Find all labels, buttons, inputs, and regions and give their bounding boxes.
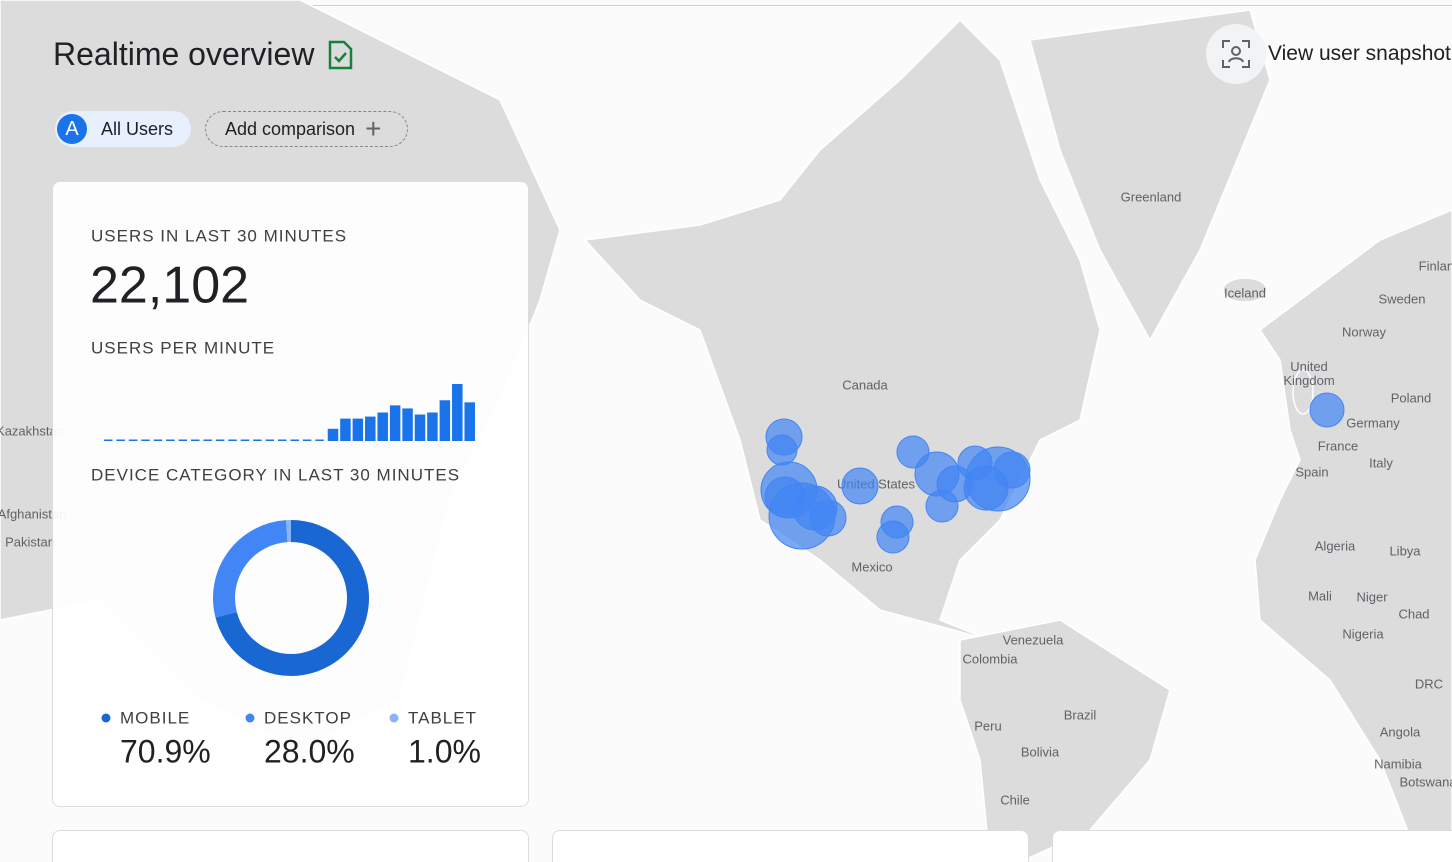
- bar: [315, 439, 324, 441]
- card: [52, 830, 529, 862]
- bar: [452, 384, 463, 441]
- bar: [228, 439, 237, 441]
- legend-label: TABLET: [408, 708, 477, 727]
- map-label: Iceland: [1224, 285, 1266, 300]
- bar: [253, 439, 262, 441]
- map-label: Sweden: [1379, 291, 1426, 306]
- segment-badge: A: [57, 114, 87, 144]
- bar: [365, 416, 376, 441]
- bar: [402, 408, 413, 441]
- bar: [191, 439, 200, 441]
- map-label: Nigeria: [1342, 626, 1384, 641]
- bar: [464, 402, 475, 441]
- legend-dot: [389, 713, 399, 723]
- bar: [104, 439, 113, 441]
- bar: [352, 418, 364, 441]
- map-label: Venezuela: [1003, 632, 1064, 647]
- map-label: Chile: [1000, 792, 1030, 807]
- verified-icon: [329, 40, 353, 69]
- add-comparison[interactable]: Add comparison +: [205, 111, 408, 147]
- map-label: Angola: [1380, 724, 1421, 739]
- legend-value: 28.0%: [264, 733, 355, 769]
- segment-chip[interactable]: A All Users: [55, 111, 191, 147]
- map-label: France: [1318, 438, 1358, 453]
- legend-dot: [101, 713, 111, 723]
- users-value: 22,102: [90, 257, 249, 315]
- map-label: Mexico: [851, 559, 892, 574]
- map-label: Pakistan: [5, 534, 55, 549]
- bar: [116, 439, 125, 441]
- bar: [166, 439, 175, 441]
- realtime-card: USERS IN LAST 30 MINUTES 22,102 USERS PE…: [52, 181, 529, 807]
- header: Realtime overview: [53, 36, 354, 73]
- bar: [278, 439, 287, 441]
- map-label: Kazakhstan: [0, 423, 64, 438]
- map-label: DRC: [1415, 676, 1443, 691]
- snapshot-label: View user snapshot: [1268, 42, 1451, 65]
- bar: [153, 439, 163, 441]
- bar: [203, 439, 212, 441]
- snapshot-button[interactable]: View user snapshot: [1206, 24, 1451, 84]
- map-label: Botswana: [1399, 774, 1452, 789]
- location-bubbles: [760, 392, 1345, 554]
- map-label: Germany: [1346, 415, 1400, 430]
- map-label: Greenland: [1121, 189, 1182, 204]
- add-comparison-label: Add comparison: [225, 118, 356, 139]
- per-minute-title: USERS PER MINUTE: [91, 338, 275, 357]
- donut-segment: [215, 520, 369, 676]
- users-title: USERS IN LAST 30 MINUTES: [91, 226, 347, 245]
- snapshot-icon: [1206, 24, 1266, 84]
- bar: [141, 439, 150, 441]
- bar: [340, 418, 351, 441]
- bar: [215, 439, 225, 441]
- donut-segment: [213, 520, 288, 618]
- map-label: Bolivia: [1021, 744, 1060, 759]
- bar: [128, 439, 138, 441]
- card-content: USERS IN LAST 30 MINUTES 22,102 USERS PE…: [90, 226, 481, 769]
- device-title: DEVICE CATEGORY IN LAST 30 MINUTES: [91, 465, 460, 484]
- bar: [377, 412, 388, 441]
- card: [1052, 830, 1452, 862]
- map-label: Peru: [974, 718, 1001, 733]
- bar: [240, 439, 250, 441]
- map-label: Finland: [1419, 258, 1452, 273]
- map-label: Canada: [842, 377, 888, 392]
- card: [552, 830, 1029, 862]
- legend-value: 1.0%: [408, 733, 481, 769]
- bar: [290, 439, 299, 441]
- legend-label: DESKTOP: [264, 708, 352, 727]
- legend-dot: [245, 713, 255, 723]
- bar: [327, 428, 339, 441]
- map-label: Libya: [1389, 543, 1421, 558]
- map-label: Algeria: [1315, 538, 1356, 553]
- map-label: Niger: [1356, 589, 1388, 604]
- map-label: Spain: [1295, 464, 1328, 479]
- map-label: Poland: [1391, 390, 1431, 405]
- map-label: Norway: [1342, 324, 1387, 339]
- map-label: Afghanistan: [0, 506, 66, 521]
- map-label: United Kingdom: [1283, 359, 1334, 388]
- bar: [302, 439, 312, 441]
- bar: [389, 405, 401, 441]
- plus-icon: +: [365, 113, 382, 144]
- segment-label: All Users: [101, 118, 174, 139]
- page-title: Realtime overview: [53, 36, 315, 72]
- bar: [427, 412, 438, 441]
- map-label: Chad: [1398, 606, 1429, 621]
- bar: [414, 414, 426, 441]
- map-label: Mali: [1308, 588, 1332, 603]
- map-label: Brazil: [1064, 707, 1097, 722]
- bar: [178, 439, 188, 441]
- map-label: Colombia: [963, 651, 1019, 666]
- map-label: Italy: [1369, 455, 1393, 470]
- legend-value: 70.9%: [120, 733, 211, 769]
- legend-label: MOBILE: [120, 708, 190, 727]
- bar: [265, 439, 275, 441]
- map-label: Namibia: [1374, 756, 1422, 771]
- bar: [439, 400, 451, 441]
